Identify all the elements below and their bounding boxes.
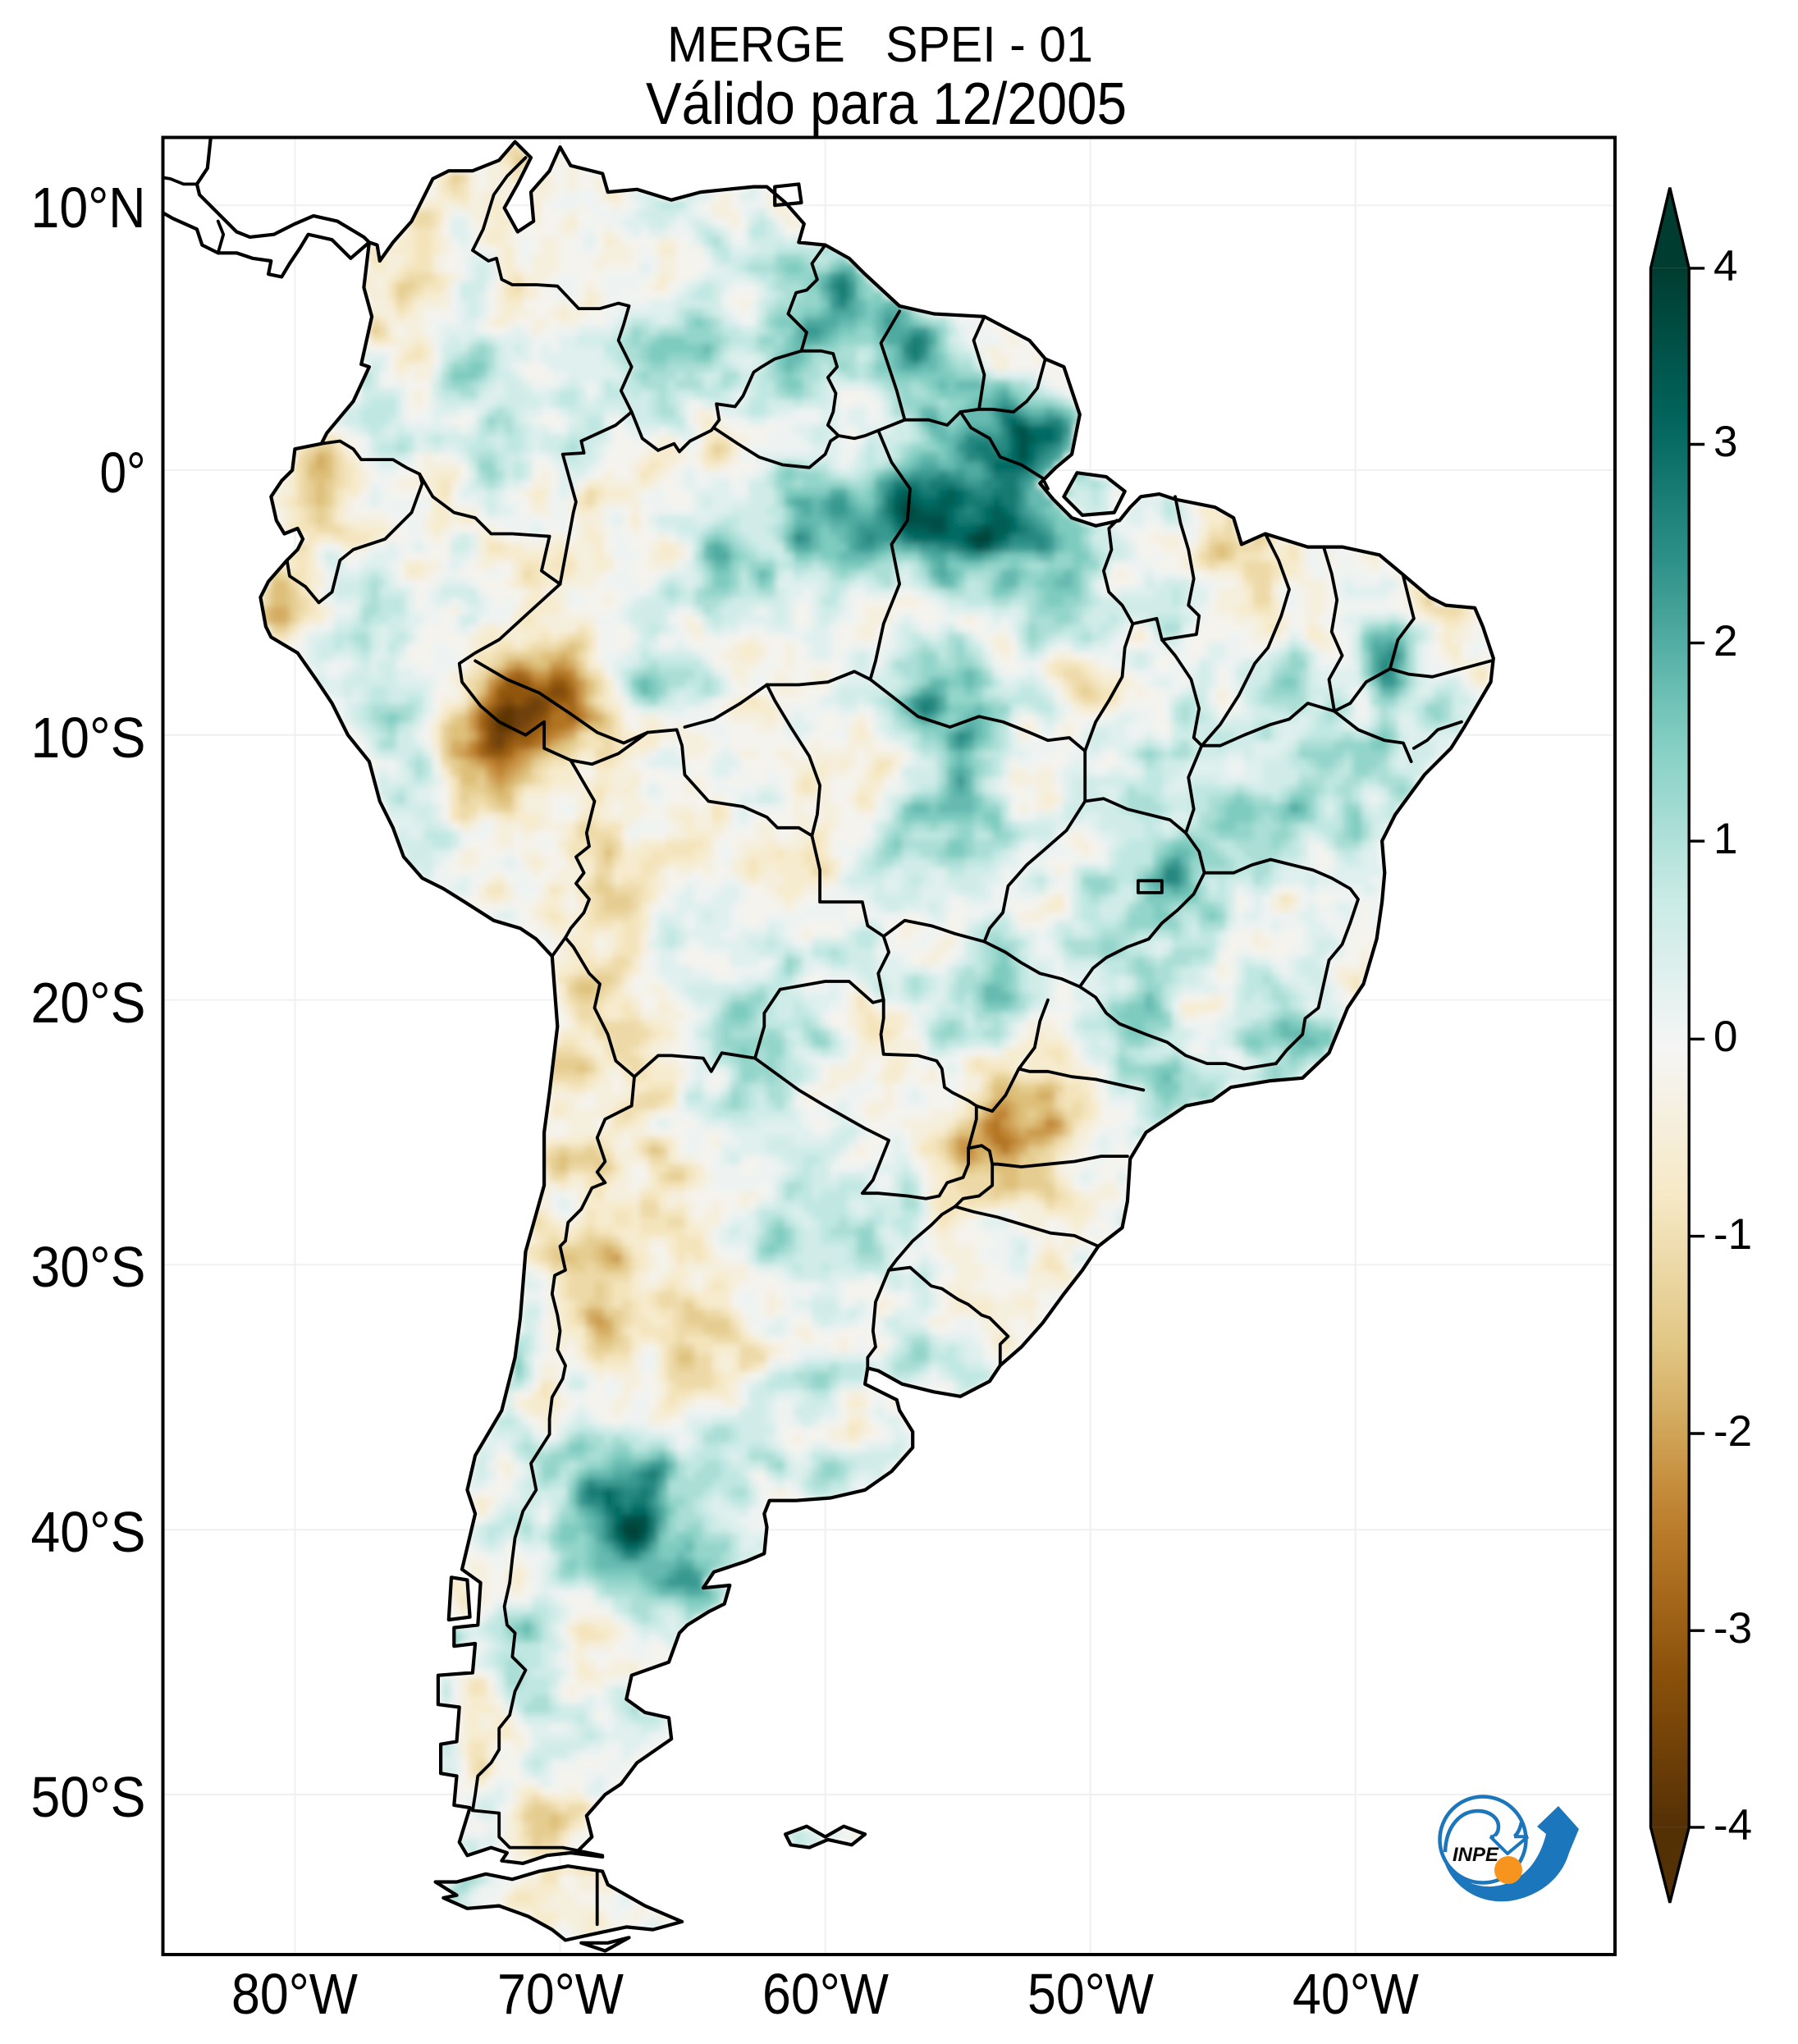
svg-text:-4: -4: [1713, 1801, 1752, 1850]
svg-text:70°W: 70°W: [497, 1962, 624, 2026]
svg-text:50°S: 50°S: [31, 1765, 146, 1829]
svg-text:-2: -2: [1713, 1407, 1752, 1456]
svg-text:INPE: INPE: [1453, 1844, 1499, 1866]
svg-text:10°S: 10°S: [31, 706, 146, 770]
svg-text:60°W: 60°W: [762, 1962, 889, 2026]
svg-text:-3: -3: [1713, 1604, 1752, 1653]
svg-text:2: 2: [1713, 617, 1737, 665]
svg-text:40°W: 40°W: [1292, 1962, 1419, 2026]
svg-text:40°S: 40°S: [31, 1500, 146, 1564]
svg-text:-1: -1: [1713, 1210, 1752, 1259]
svg-text:30°S: 30°S: [31, 1235, 146, 1299]
svg-text:MERGE SPEI - 01: MERGE SPEI - 01: [667, 16, 1093, 72]
svg-text:0: 0: [1713, 1013, 1737, 1061]
svg-text:0°: 0°: [100, 441, 146, 505]
svg-text:10°N: 10°N: [31, 176, 146, 240]
svg-text:1: 1: [1713, 815, 1737, 863]
svg-text:4: 4: [1713, 242, 1737, 290]
svg-text:3: 3: [1713, 418, 1737, 466]
svg-text:Válido para 12/2005: Válido para 12/2005: [646, 71, 1127, 137]
svg-text:20°S: 20°S: [31, 971, 146, 1035]
svg-text:80°W: 80°W: [231, 1962, 358, 2026]
svg-text:50°W: 50°W: [1027, 1962, 1154, 2026]
